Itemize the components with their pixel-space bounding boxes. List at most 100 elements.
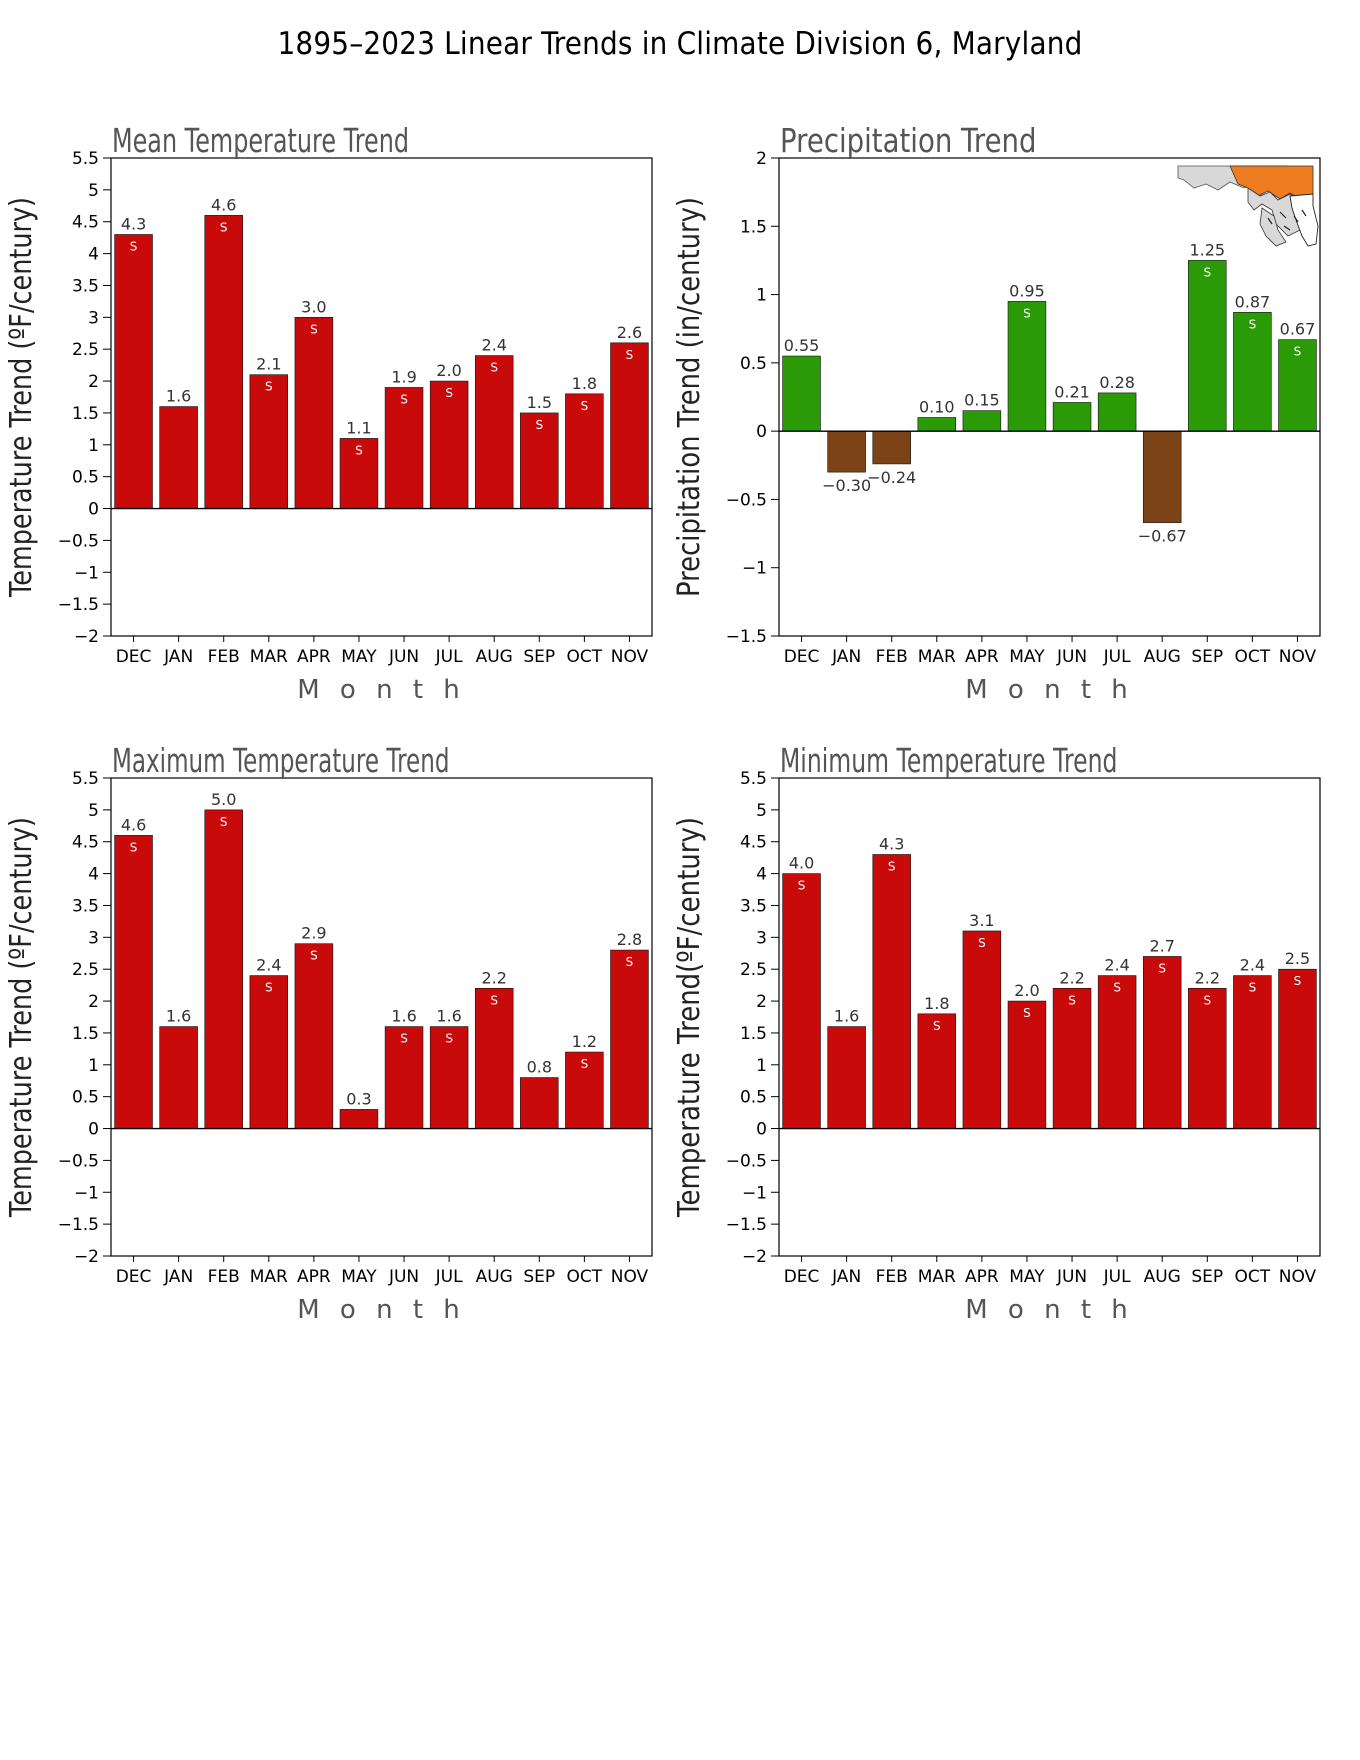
- x-tick-label: FEB: [208, 1267, 240, 1287]
- bar-dec: [782, 873, 821, 1129]
- significance-marker: S: [490, 993, 498, 1007]
- x-tick-label: NOV: [611, 1267, 649, 1287]
- bar-oct: [565, 1051, 604, 1129]
- y-tick-label: 0.5: [740, 354, 767, 374]
- x-tick-label: MAY: [1009, 1267, 1045, 1287]
- significance-marker: S: [1158, 961, 1166, 975]
- data-label: 3.1: [969, 911, 994, 930]
- x-tick-label: DEC: [116, 1267, 152, 1287]
- bar-aug: [474, 988, 514, 1129]
- x-tick-label: AUG: [476, 1267, 513, 1287]
- data-label: 1.6: [436, 1007, 461, 1026]
- significance-marker: S: [933, 1019, 941, 1033]
- data-label: 0.95: [1009, 281, 1045, 300]
- significance-marker: S: [1023, 1006, 1031, 1020]
- y-axis-label: Precipitation Trend (in/century): [672, 197, 707, 597]
- x-tick-label: AUG: [1144, 1267, 1181, 1287]
- x-tick-label: JUL: [1103, 647, 1131, 667]
- x-tick-label: APR: [297, 1267, 331, 1287]
- x-axis-label: M o n t h: [297, 675, 466, 705]
- bar-feb: [204, 809, 243, 1129]
- significance-marker: S: [1023, 306, 1031, 320]
- bar-oct: [1233, 975, 1272, 1129]
- x-tick-label: JAN: [831, 1267, 861, 1287]
- x-tick-label: APR: [965, 1267, 999, 1287]
- bar-nov: [610, 342, 649, 509]
- y-tick-label: −0.5: [726, 490, 767, 510]
- bar-may: [339, 438, 379, 509]
- significance-marker: S: [310, 322, 318, 336]
- x-tick-label: MAY: [1009, 647, 1045, 667]
- significance-marker: S: [581, 1057, 589, 1071]
- x-tick-label: MAR: [918, 1267, 956, 1287]
- bar-mar: [249, 374, 289, 509]
- bar-dec: [114, 234, 153, 509]
- x-tick-label: DEC: [784, 1267, 820, 1287]
- y-tick-label: 1: [756, 1056, 767, 1076]
- significance-marker: S: [1068, 993, 1076, 1007]
- bar-jul: [429, 1026, 469, 1129]
- x-axis-label: M o n t h: [965, 1295, 1134, 1325]
- x-tick-label: DEC: [116, 647, 152, 667]
- significance-marker: S: [798, 879, 806, 893]
- data-label: 1.6: [391, 1007, 416, 1026]
- bar-jan: [159, 406, 198, 509]
- x-tick-label: SEP: [1191, 647, 1223, 667]
- bar-jun: [1052, 402, 1092, 432]
- data-label: 3.0: [301, 297, 326, 316]
- data-label: 2.4: [1240, 956, 1265, 975]
- data-label: 2.8: [617, 930, 642, 949]
- data-label: −0.24: [867, 468, 916, 487]
- bar-apr: [294, 943, 334, 1129]
- x-tick-label: DEC: [784, 647, 820, 667]
- data-label: 0.87: [1235, 292, 1271, 311]
- bar-jun: [1052, 988, 1092, 1129]
- bar-aug: [474, 355, 514, 509]
- data-label: 2.7: [1149, 936, 1174, 955]
- significance-marker: S: [888, 859, 896, 873]
- significance-marker: S: [130, 840, 138, 854]
- x-tick-label: JUL: [1103, 1267, 1131, 1287]
- x-tick-label: NOV: [611, 647, 649, 667]
- x-tick-label: JAN: [831, 647, 861, 667]
- chart-precip: Precipitation Trend −1.5 −1 −0.5 0 0.5 1 1.5 2 Pr…: [672, 121, 1321, 705]
- y-tick-label: 2.5: [72, 340, 99, 360]
- data-label: 4.0: [789, 854, 814, 873]
- significance-marker: S: [535, 418, 543, 432]
- data-label: 2.6: [617, 323, 642, 342]
- data-label: 4.6: [121, 815, 146, 834]
- data-label: 1.1: [346, 418, 371, 437]
- bar-aug: [1142, 430, 1182, 523]
- x-tick-label: SEP: [523, 647, 555, 667]
- y-tick-label: 1: [88, 436, 99, 456]
- x-tick-label: JUN: [388, 1267, 419, 1287]
- y-tick-label: 1.5: [72, 1024, 99, 1044]
- y-tick-label: 0.5: [72, 1088, 99, 1108]
- data-label: 2.4: [256, 956, 281, 975]
- data-label: 1.2: [572, 1032, 597, 1051]
- y-tick-label: 0.5: [740, 1088, 767, 1108]
- bar-apr: [962, 930, 1002, 1129]
- x-tick-label: NOV: [1279, 647, 1317, 667]
- data-label: 1.6: [834, 1007, 859, 1026]
- y-tick-label: 3.5: [740, 896, 767, 916]
- x-tick-label: FEB: [208, 647, 240, 667]
- x-axis-label: M o n t h: [297, 1295, 466, 1325]
- y-tick-label: 2: [88, 992, 99, 1012]
- bar-jul: [429, 380, 469, 509]
- plot-frame: [778, 777, 1321, 1257]
- data-label: 1.8: [924, 994, 949, 1013]
- bar-feb: [872, 854, 911, 1129]
- data-label: 1.5: [527, 393, 552, 412]
- significance-marker: S: [1249, 981, 1257, 995]
- significance-marker: S: [490, 361, 498, 375]
- data-label: 2.2: [481, 968, 506, 987]
- bar-nov: [610, 949, 649, 1129]
- chart-max: Maximum Temperature Trend −2 −1.5 −1 −0.5 0 0.…: [4, 741, 653, 1325]
- data-label: −0.30: [822, 476, 871, 495]
- x-tick-label: APR: [965, 647, 999, 667]
- bar-jul: [1097, 975, 1137, 1129]
- y-axis-label: Temperature Trend (ºF/century): [4, 817, 39, 1218]
- data-label: 1.25: [1189, 240, 1225, 259]
- bar-feb: [204, 215, 243, 509]
